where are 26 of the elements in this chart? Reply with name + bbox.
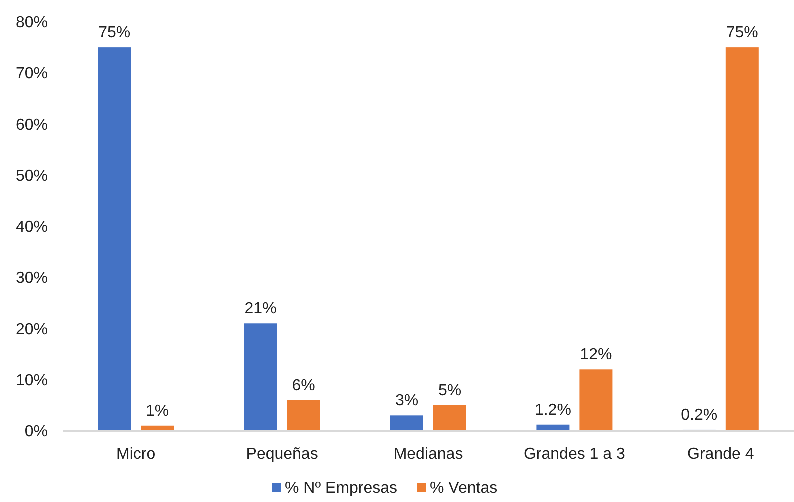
- y-tick-label: 30%: [16, 270, 48, 288]
- y-tick-label: 0%: [24, 424, 48, 441]
- x-tick-label: Pequeñas: [246, 446, 318, 463]
- y-tick-label: 10%: [16, 372, 48, 390]
- y-tick-label: 40%: [16, 219, 48, 236]
- data-label: 75%: [98, 24, 131, 42]
- legend-label: % Ventas: [430, 480, 498, 497]
- data-label: 75%: [726, 24, 758, 42]
- data-label: 0.2%: [681, 406, 718, 424]
- x-tick-label: Grande 4: [688, 446, 754, 463]
- y-tick-label: 20%: [16, 321, 48, 338]
- data-label: 1.2%: [534, 402, 572, 419]
- data-label: 12%: [580, 346, 612, 364]
- x-tick-label: Micro: [116, 446, 156, 463]
- y-tick-label: 70%: [16, 66, 48, 83]
- x-tick-label: Grandes 1 a 3: [524, 446, 626, 463]
- y-tick-label: 50%: [16, 168, 48, 185]
- x-tick-label: Medianas: [394, 446, 464, 463]
- data-label: 21%: [244, 300, 277, 318]
- data-label: 3%: [395, 392, 419, 410]
- legend-label: % Nº Empresas: [285, 480, 398, 497]
- y-tick-label: 80%: [16, 14, 48, 32]
- data-label: 5%: [438, 382, 462, 400]
- data-label: 1%: [146, 402, 170, 420]
- data-label: 6%: [292, 377, 316, 394]
- y-tick-label: 60%: [16, 116, 48, 134]
